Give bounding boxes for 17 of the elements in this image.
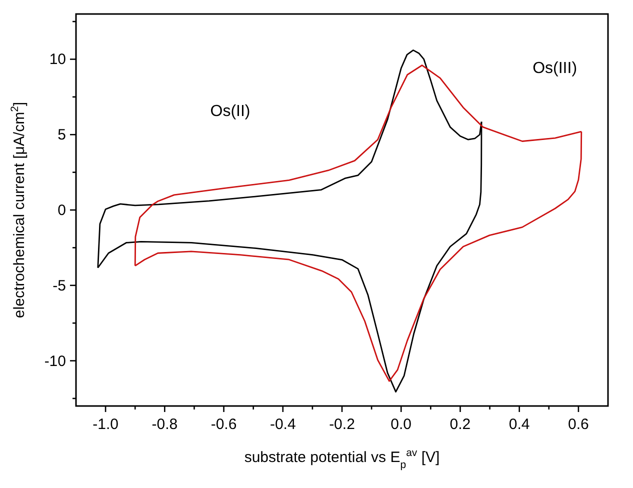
y-tick-label: 5 [58, 126, 66, 144]
y-tick-label: 10 [49, 51, 66, 68]
x-axis-title: substrate potential vs E$_{p}$$^{av}$ [V] [244, 447, 440, 471]
x-tick-label: 0.2 [450, 416, 471, 433]
y-tick-label: -5 [52, 277, 66, 294]
x-tick-label: -0.8 [152, 416, 178, 433]
y-tick-label: 0 [58, 202, 66, 219]
y-tick-label: -10 [44, 352, 66, 370]
x-tick-label: -0.4 [270, 416, 296, 433]
x-tick-label: 0.0 [390, 416, 412, 433]
x-tick-label: -0.6 [210, 416, 237, 433]
annotation: Os(III) [532, 60, 578, 78]
x-tick-label: 0.4 [508, 416, 530, 433]
annotation: Os(II) [210, 103, 250, 120]
x-tick-label: -0.2 [329, 416, 355, 433]
x-tick-label: 0.6 [568, 416, 589, 433]
x-tick-label: -1.0 [92, 416, 118, 433]
